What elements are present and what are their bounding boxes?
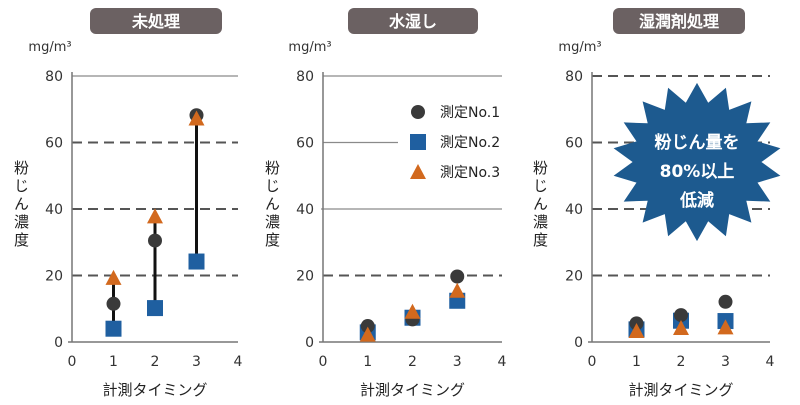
x-tick-label: 0	[68, 354, 77, 370]
data-point-square	[105, 320, 122, 337]
data-point-circle	[718, 294, 733, 309]
unit-label: mg/m³	[288, 40, 331, 55]
y-tick-label: 40	[296, 202, 314, 218]
chart-panel-1: 未処理 mg/m³ 0 20 40 60 80 0 1 2 3 4 計測タイミング 粉じん濃度	[12, 8, 243, 399]
legend-label: 測定No.3	[440, 165, 500, 181]
x-tick-label: 3	[192, 354, 201, 370]
y-axis-title: 粉じん濃度	[531, 160, 549, 250]
data-point-triangle	[717, 319, 734, 335]
legend-marker-square	[410, 134, 426, 150]
y-tick-label: 80	[45, 69, 63, 85]
data-point-triangle	[105, 269, 122, 285]
chart-panel-3: 湿潤剤処理 mg/m³ 0 20 40 60 80 0 1 2 3 4 計測タイミング 粉じん濃度 粉じん量…	[531, 8, 781, 399]
x-tick-label: 1	[363, 354, 372, 370]
y-tick-label: 80	[565, 69, 583, 85]
x-tick-label: 1	[109, 354, 118, 370]
data-point-triangle	[359, 326, 376, 342]
y-tick-label: 60	[565, 136, 583, 152]
y-tick-label: 0	[574, 335, 583, 351]
data-point-triangle	[188, 110, 205, 126]
legend-marker-circle	[411, 105, 425, 119]
data-point-triangle	[404, 303, 421, 319]
chart-title: 水湿し	[389, 12, 437, 31]
x-tick-label: 4	[498, 354, 507, 370]
annotation-text: 低減	[679, 190, 714, 211]
y-axis-title: 粉じん濃度	[263, 160, 281, 250]
y-tick-label: 0	[305, 335, 314, 351]
data-point-circle	[360, 319, 375, 334]
legend-marker-triangle	[410, 164, 426, 179]
data-point-square	[188, 253, 205, 270]
legend-label: 測定No.1	[440, 105, 500, 121]
y-tick-label: 60	[296, 136, 314, 152]
data-point-circle	[674, 308, 688, 323]
chart-panel-2: 水湿し mg/m³ 0 20 40 60 80 0 1 2 3 4 計測タイミング 粉じん濃度 測定No.1…	[263, 8, 507, 399]
data-point-triangle	[673, 320, 689, 336]
data-point-triangle	[449, 282, 466, 298]
annotation-text: 粉じん量を	[655, 132, 740, 153]
x-tick-label: 2	[677, 354, 686, 370]
legend-label: 測定No.2	[440, 135, 500, 151]
data-point-circle	[148, 233, 162, 248]
data-point-triangle	[147, 208, 163, 224]
y-tick-label: 60	[45, 136, 63, 152]
data-point-circle	[450, 269, 465, 284]
data-point-square	[147, 300, 163, 317]
x-tick-label: 2	[151, 354, 160, 370]
chart-title: 未処理	[131, 12, 180, 31]
x-tick-label: 4	[234, 354, 243, 370]
x-axis-title: 計測タイミング	[102, 381, 207, 399]
x-tick-label: 4	[766, 354, 775, 370]
y-tick-label: 40	[565, 202, 583, 218]
x-tick-label: 3	[453, 354, 462, 370]
y-tick-label: 80	[296, 69, 314, 85]
title-pill	[348, 8, 478, 34]
y-tick-label: 20	[565, 269, 583, 285]
x-axis-title: 計測タイミング	[360, 381, 465, 399]
y-tick-label: 0	[54, 335, 63, 351]
x-tick-label: 1	[632, 354, 641, 370]
title-pill	[90, 8, 222, 34]
annotation-text: 80%以上	[660, 162, 735, 182]
unit-label: mg/m³	[28, 40, 71, 55]
x-tick-label: 0	[588, 354, 597, 370]
y-tick-label: 20	[45, 269, 63, 285]
y-tick-label: 20	[296, 269, 314, 285]
x-tick-label: 2	[408, 354, 417, 370]
legend: 測定No.1 測定No.2 測定No.3	[410, 105, 500, 181]
data-point-circle	[106, 296, 121, 311]
x-tick-label: 0	[319, 354, 328, 370]
data-point-triangle	[628, 323, 645, 339]
unit-label: mg/m³	[558, 40, 601, 55]
y-axis-title: 粉じん濃度	[12, 160, 30, 250]
x-tick-label: 3	[721, 354, 730, 370]
chart-title: 湿潤剤処理	[638, 12, 719, 31]
x-axis-title: 計測タイミング	[628, 381, 733, 399]
starburst-shape	[613, 82, 781, 242]
y-tick-label: 40	[45, 202, 63, 218]
title-pill	[613, 8, 745, 34]
